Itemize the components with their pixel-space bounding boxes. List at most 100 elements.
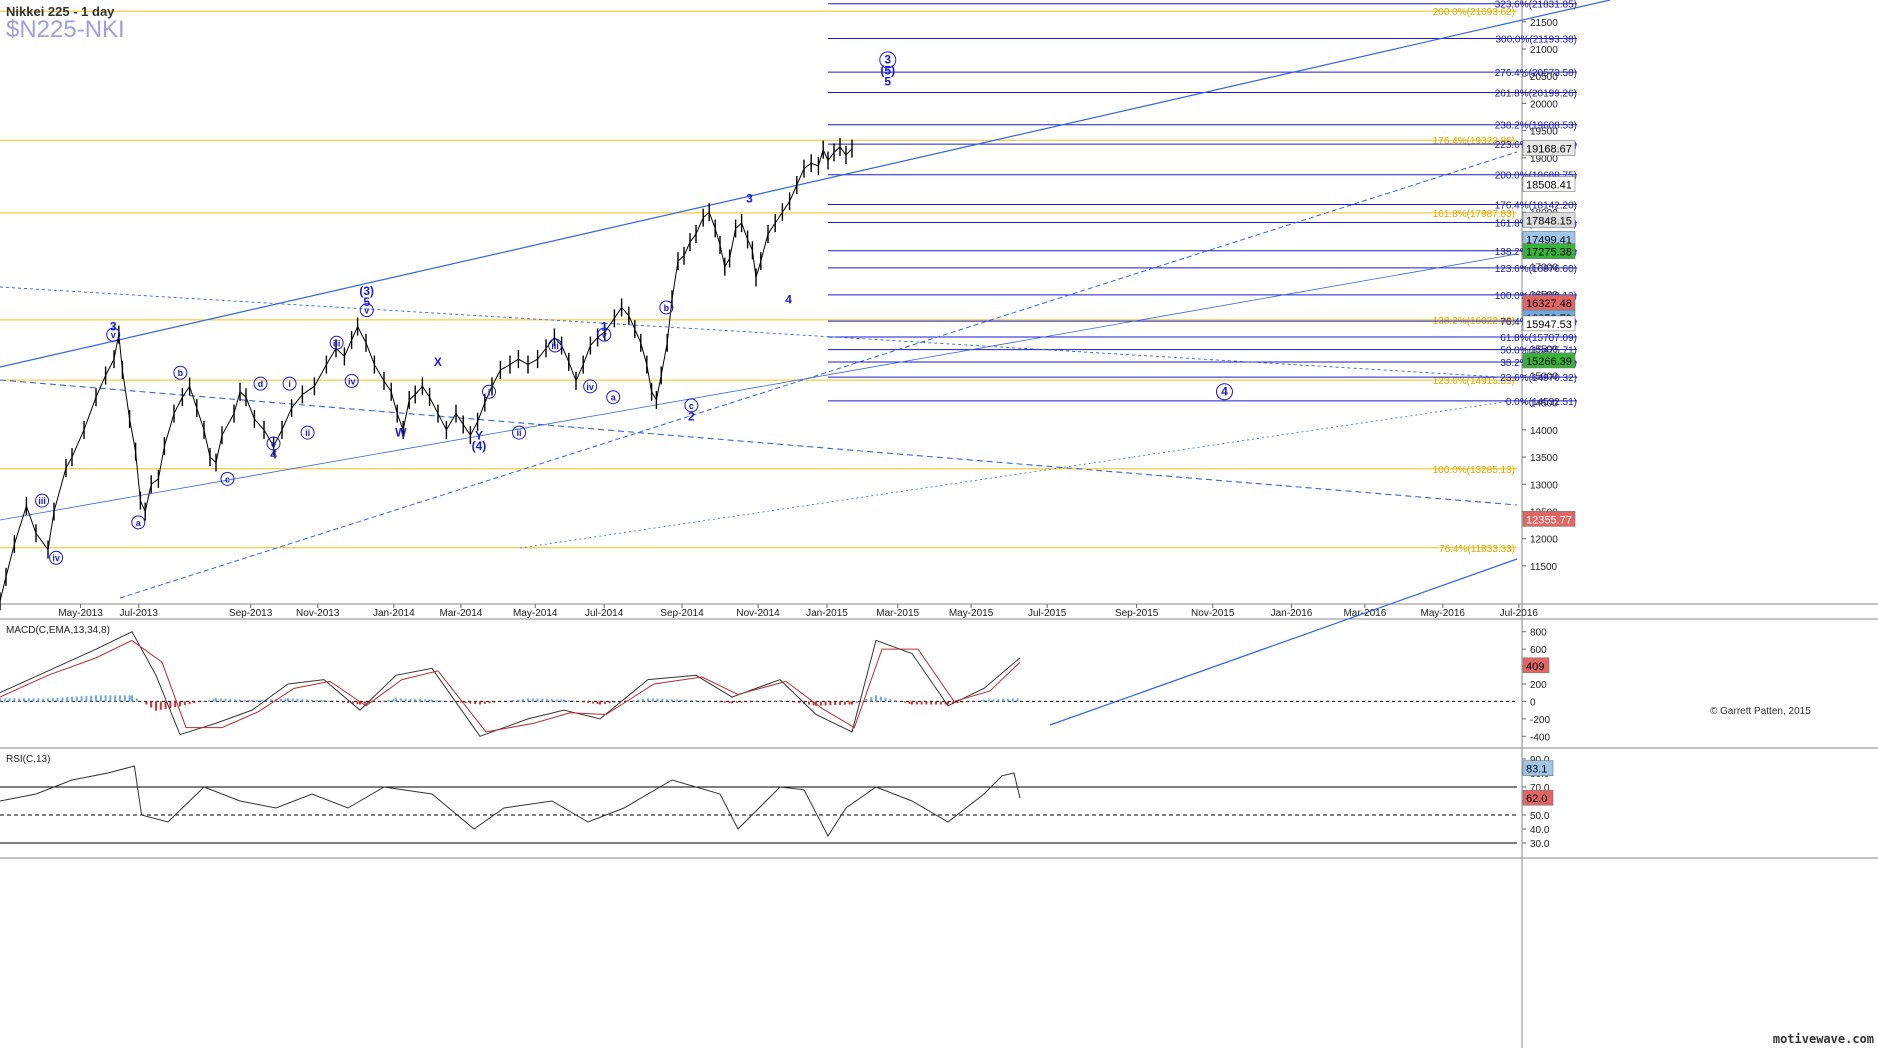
wave-label: (3) — [359, 284, 374, 298]
macd-y-tick-label: -200 — [1530, 715, 1550, 726]
wave-label-circle — [106, 327, 121, 342]
time-tick-label: Nov-2014 — [736, 608, 780, 619]
wave-label: ii — [517, 428, 522, 438]
wave-label-circle — [253, 376, 268, 391]
price-label: 15266.39 — [1526, 356, 1572, 368]
y-tick-label: 19500 — [1530, 127, 1558, 138]
wave-label-circle — [548, 338, 563, 353]
fib-orange-label: 176.4%(19322.86) — [1433, 136, 1515, 147]
y-tick-label: 14000 — [1530, 426, 1558, 437]
wave-label: X — [434, 355, 442, 369]
y-tick-label: 20500 — [1530, 72, 1558, 83]
time-tick-label: Mar-2014 — [440, 608, 483, 619]
wave-label: i — [488, 387, 491, 397]
wave-label: 3 — [110, 319, 117, 333]
wave-label-circle — [583, 379, 598, 394]
y-tick-label: 12000 — [1530, 535, 1558, 546]
price-line — [0, 146, 853, 602]
wave-label: 4 — [270, 447, 277, 461]
wave-label: 2 — [688, 409, 695, 423]
fib-orange-label: 100.0%(13285.13) — [1433, 465, 1515, 476]
wave-label-circle — [481, 384, 496, 399]
time-tick-label: May-2013 — [58, 608, 103, 619]
wave-label-circle — [131, 515, 146, 530]
time-tick-label: Sep-2014 — [660, 608, 704, 619]
wave-label-circle — [359, 303, 374, 318]
wave-label: iv — [52, 553, 60, 563]
wave-label: v — [364, 306, 369, 316]
fib-orange-label: 76.4%(11833.33) — [1439, 544, 1515, 555]
fib-blue-label: 0.0%(14532.51) — [1506, 397, 1577, 408]
rsi-current-box — [1522, 760, 1554, 776]
rsi-current-label: 83.1 — [1526, 764, 1547, 776]
wave-label: 1 — [601, 319, 608, 333]
price-label-box — [1522, 315, 1576, 332]
wave-label-circle — [220, 471, 235, 486]
time-tick-label: Jan-2015 — [806, 608, 848, 619]
time-tick-label: Jul-2014 — [585, 608, 624, 619]
fib-blue-label: 61.8%(15707.09) — [1500, 333, 1577, 344]
wave-label: v — [111, 330, 116, 340]
rsi-y-tick-label: 30.0 — [1530, 839, 1550, 850]
time-tick-label: Jul-2015 — [1028, 608, 1067, 619]
wave-label: iv — [586, 382, 594, 392]
price-label: 17848.15 — [1526, 215, 1572, 227]
macd-current-label: 409 — [1526, 661, 1544, 673]
wave-label: a — [136, 518, 142, 528]
wave-label: iii — [551, 341, 559, 351]
trendline-dotted — [0, 286, 1518, 379]
rsi-current-box — [1522, 789, 1554, 806]
symbol-label: $N225-NKI — [6, 16, 125, 43]
wave-label-circle — [1215, 383, 1233, 401]
y-tick-label: 13000 — [1530, 480, 1558, 491]
wave-label-circle — [597, 327, 612, 342]
wave-label: d — [258, 379, 264, 389]
wave-label: 4 — [1221, 384, 1228, 398]
wave-label: b — [178, 368, 184, 378]
fib-blue-label: 323.6%(21831.85) — [1495, 0, 1577, 11]
time-tick-label: Jan-2014 — [373, 608, 415, 619]
rsi-line — [0, 765, 1021, 837]
wave-label-circle — [659, 300, 674, 315]
wave-label: v — [602, 330, 607, 340]
y-tick-label: 20000 — [1530, 99, 1558, 110]
fib-blue-label: 50.0%(15475.71) — [1500, 346, 1577, 357]
time-tick-label: Sep-2015 — [1115, 608, 1159, 619]
time-tick-label: Mar-2015 — [876, 608, 919, 619]
macd-y-tick-label: 800 — [1530, 628, 1547, 639]
rsi-title: RSI(C,13) — [6, 754, 50, 765]
trendline-dashed-lower — [0, 379, 1518, 506]
fib-blue-label: 23.6%(14970.32) — [1500, 373, 1577, 384]
time-tick-label: Jul-2013 — [120, 608, 159, 619]
macd-current-box — [1522, 657, 1550, 674]
wave-label: 5 — [363, 295, 370, 309]
fib-blue-label: 300.0%(21193.38) — [1495, 34, 1577, 45]
wave-label: iii — [38, 496, 46, 506]
fib-orange-label: 161.8%(17987.83) — [1433, 209, 1515, 220]
macd-y-tick-label: 600 — [1530, 645, 1547, 656]
fib-blue-label: 276.4%(20573.58) — [1495, 68, 1577, 79]
time-tick-label: Nov-2013 — [296, 608, 340, 619]
chart-title: Nikkei 225 - 1 day — [6, 4, 115, 19]
wave-label-circle — [329, 335, 344, 350]
wave-label: iv — [348, 376, 356, 386]
wave-label: Y — [475, 428, 483, 442]
time-tick-label: Jan-2016 — [1271, 608, 1313, 619]
wave-label: a — [611, 393, 617, 403]
y-tick-label: 21000 — [1530, 45, 1558, 56]
price-label: 12355.77 — [1526, 514, 1572, 526]
price-label-box — [1522, 243, 1576, 259]
price-label: 17275.38 — [1526, 247, 1572, 259]
wave-label-circle — [266, 436, 281, 451]
wave-label: 3 — [884, 52, 891, 66]
y-tick-label: 19000 — [1530, 154, 1558, 165]
wave-label: ii — [305, 428, 310, 438]
rsi-y-tick-label: 40.0 — [1530, 825, 1550, 836]
fib-orange-label: 123.6%(14915.35) — [1433, 376, 1515, 387]
y-tick-label: 11500 — [1530, 562, 1558, 573]
wave-label-circle — [512, 425, 527, 440]
time-tick-label: May-2015 — [949, 608, 994, 619]
wave-label: iii — [333, 338, 341, 348]
wave-label-circle — [35, 493, 50, 508]
